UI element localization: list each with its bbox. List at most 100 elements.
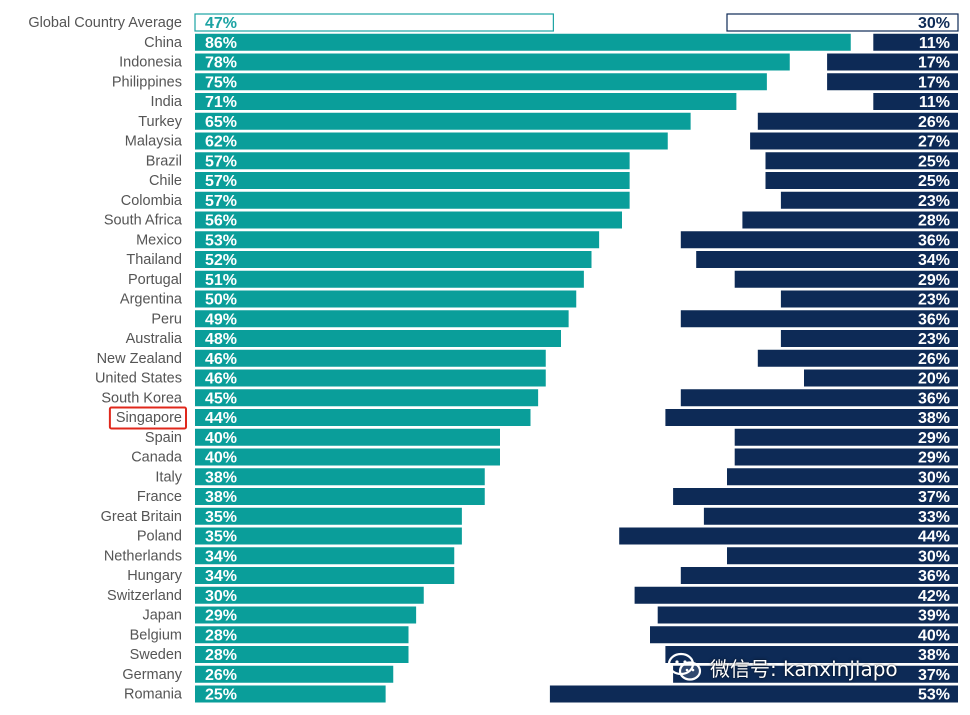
left-bar — [195, 152, 630, 170]
left-value-label: 78% — [205, 55, 237, 72]
left-bar — [195, 251, 592, 268]
left-value-label: 57% — [205, 173, 237, 190]
right-bar — [804, 369, 958, 387]
highlight-box — [108, 406, 187, 430]
category-label: Indonesia — [119, 55, 183, 71]
category-label: Singapore — [116, 410, 182, 426]
category-label: Poland — [137, 529, 182, 545]
left-value-label: 50% — [205, 292, 237, 309]
category-label: South Africa — [104, 213, 183, 229]
right-bar — [665, 409, 958, 426]
left-value-label: 45% — [205, 390, 237, 407]
category-label: United States — [95, 371, 182, 387]
left-bar — [195, 310, 569, 328]
category-label: Turkey — [138, 114, 183, 130]
left-value-label: 65% — [205, 114, 237, 131]
left-value-label: 25% — [205, 687, 237, 704]
left-bar — [195, 646, 409, 663]
right-bar — [734, 428, 958, 446]
right-value-label: 25% — [918, 173, 950, 190]
category-label: Sweden — [130, 647, 182, 663]
right-value-label: 28% — [918, 213, 950, 230]
left-value-label: 40% — [205, 430, 237, 447]
right-value-label: 26% — [918, 351, 950, 368]
left-value-label: 35% — [205, 529, 237, 546]
right-value-label: 27% — [918, 134, 950, 151]
right-bar — [549, 685, 958, 703]
left-value-label: 52% — [205, 252, 237, 269]
category-label: Argentina — [120, 292, 183, 308]
right-bar — [765, 152, 958, 170]
category-label: Great Britain — [101, 509, 182, 525]
left-bar — [195, 389, 539, 407]
category-label: Thailand — [126, 252, 182, 268]
category-label: Malaysia — [125, 134, 183, 150]
right-bar — [727, 547, 958, 565]
right-bar — [742, 211, 958, 229]
left-value-label: 28% — [205, 627, 237, 644]
left-bar — [195, 685, 386, 703]
right-bar — [734, 270, 958, 288]
right-bar — [665, 646, 958, 663]
category-label: Netherlands — [104, 548, 182, 564]
right-value-label: 37% — [918, 489, 950, 506]
left-value-label: 46% — [205, 371, 237, 388]
category-label: South Korea — [101, 390, 183, 406]
right-bar — [703, 507, 958, 525]
right-value-label: 30% — [918, 469, 950, 486]
right-bar — [780, 330, 958, 347]
average-label: Global Country Average — [28, 15, 182, 31]
right-bar — [734, 448, 958, 466]
left-bar — [195, 172, 630, 189]
right-bar — [827, 73, 958, 91]
right-bar — [757, 349, 958, 367]
right-value-label: 33% — [918, 509, 950, 526]
left-bar — [195, 191, 630, 209]
left-value-label: 53% — [205, 232, 237, 249]
category-label: Mexico — [136, 232, 182, 248]
right-bar — [680, 567, 958, 584]
left-value-label: 46% — [205, 351, 237, 368]
average-left-bar — [194, 13, 554, 32]
right-value-label: 17% — [918, 74, 950, 91]
right-value-label: 36% — [918, 390, 950, 407]
left-bar — [195, 468, 485, 486]
right-value-label: 23% — [918, 193, 950, 210]
left-value-label: 40% — [205, 450, 237, 467]
left-bar — [195, 349, 546, 367]
right-value-label: 36% — [918, 568, 950, 585]
right-bar — [619, 527, 958, 545]
right-bar — [680, 389, 958, 407]
category-label: Belgium — [130, 627, 182, 643]
left-value-label: 44% — [205, 410, 237, 427]
left-value-label: 49% — [205, 311, 237, 328]
category-label: Philippines — [112, 74, 182, 90]
right-value-label: 25% — [918, 153, 950, 170]
left-bar — [195, 567, 455, 584]
right-value-label: 23% — [918, 292, 950, 309]
right-bar — [780, 290, 958, 308]
right-value-label: 39% — [918, 608, 950, 625]
right-value-label: 36% — [918, 311, 950, 328]
right-bar — [873, 33, 958, 51]
left-value-label: 38% — [205, 469, 237, 486]
left-value-label: 38% — [205, 489, 237, 506]
right-bar — [873, 93, 958, 110]
right-value-label: 36% — [918, 232, 950, 249]
left-bar — [195, 112, 691, 130]
left-bar — [195, 626, 409, 644]
right-value-label: 17% — [918, 55, 950, 72]
category-label: Spain — [145, 430, 182, 446]
left-bar — [195, 507, 462, 525]
left-bar — [195, 93, 737, 110]
category-label: Australia — [126, 331, 183, 347]
left-value-label: 48% — [205, 331, 237, 348]
left-bar — [195, 428, 500, 446]
left-bar — [195, 547, 455, 565]
average-right-value: 30% — [918, 15, 950, 32]
left-bar — [195, 527, 462, 545]
category-label: Switzerland — [107, 588, 182, 604]
right-value-label: 38% — [918, 410, 950, 427]
category-label: Italy — [155, 469, 182, 485]
